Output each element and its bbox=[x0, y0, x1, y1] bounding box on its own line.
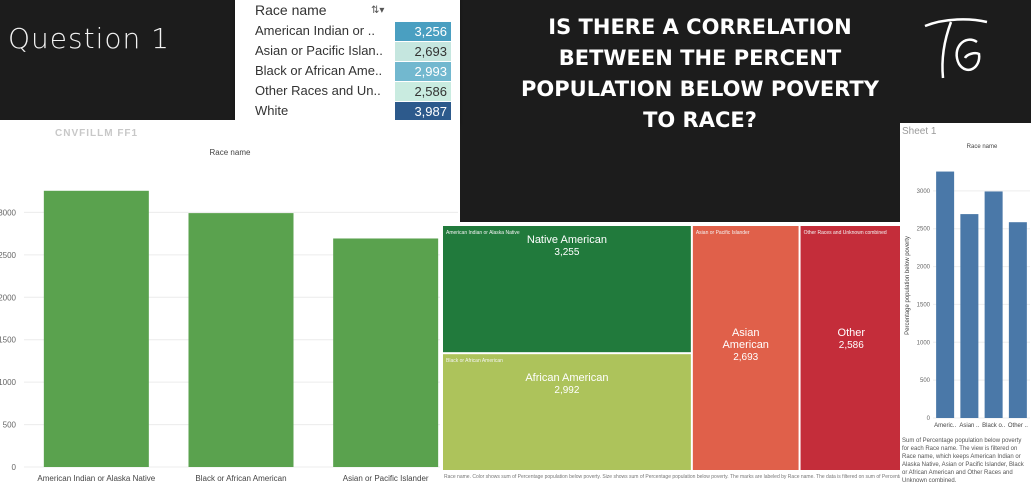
table-row: Asian or Pacific Islan.. 2,693 bbox=[253, 42, 451, 61]
y-tick-label: 1500 bbox=[0, 336, 17, 345]
bar[interactable] bbox=[936, 171, 955, 418]
x-tick-label: Asian or Pacific Islander bbox=[343, 474, 429, 483]
treemap-tile[interactable] bbox=[443, 354, 691, 470]
summary-table: Race name ⇅▾ American Indian or .. 3,256 A… bbox=[235, 0, 460, 130]
treemap-group-label: American Indian or Alaska Native bbox=[446, 230, 520, 236]
x-tick-label: Asian .. bbox=[959, 423, 979, 429]
right-chart-caption: Sum of Percentage population below pover… bbox=[902, 438, 1024, 484]
treemap-tile-label: American bbox=[722, 339, 768, 351]
x-tick-label: Americ.. bbox=[934, 423, 956, 429]
table-row-value: 3,987 bbox=[395, 102, 451, 121]
chart-subtitle: Race name bbox=[967, 144, 998, 150]
bar[interactable] bbox=[333, 238, 439, 467]
y-tick-label: 3000 bbox=[0, 208, 17, 217]
chart-title: CNVFILLM FF1 bbox=[55, 128, 139, 139]
bar[interactable] bbox=[1008, 222, 1027, 418]
treemap-tile[interactable] bbox=[443, 226, 691, 353]
bar[interactable] bbox=[43, 190, 149, 467]
bar[interactable] bbox=[960, 214, 979, 418]
bar[interactable] bbox=[984, 191, 1003, 418]
y-tick-label: 2500 bbox=[0, 251, 17, 260]
sheet-title: Sheet 1 bbox=[902, 126, 937, 137]
y-tick-label: 0 bbox=[927, 416, 931, 422]
table-row: American Indian or .. 3,256 bbox=[253, 22, 451, 41]
treemap-tile[interactable] bbox=[800, 226, 902, 470]
y-axis-label: Percentage population below poverty bbox=[905, 236, 911, 335]
page-headline: IS THERE A CORRELATION BETWEEN THE PERCE… bbox=[521, 15, 879, 132]
table-row-label: White bbox=[255, 103, 289, 118]
y-tick-label: 1000 bbox=[917, 340, 931, 346]
y-tick-label: 1500 bbox=[917, 302, 931, 308]
treemap-chart: American Indian or Alaska Native Native A… bbox=[440, 222, 905, 485]
table-row-value: 2,586 bbox=[395, 82, 451, 101]
y-tick-label: 0 bbox=[12, 463, 17, 472]
y-tick-label: 2000 bbox=[917, 265, 931, 271]
tg-monogram-logo-icon bbox=[915, 8, 995, 93]
sort-descending-icon[interactable]: ⇅▾ bbox=[371, 5, 385, 16]
y-tick-label: 500 bbox=[3, 421, 17, 430]
table-row-value: 3,256 bbox=[395, 22, 451, 41]
left-bar-chart: CNVFILLM FF1 Race name 0 500 1000 1500 2000 2… bbox=[0, 120, 460, 485]
table-header: Race name bbox=[255, 2, 327, 18]
treemap-group-label: Asian or Pacific Islander bbox=[696, 230, 750, 236]
chart-subtitle: Race name bbox=[209, 148, 251, 157]
x-tick-label: Black or African American bbox=[195, 474, 286, 483]
y-tick-label: 1000 bbox=[0, 378, 17, 387]
question-label: Question 1 bbox=[8, 22, 170, 55]
treemap-group-label: Other Races and Unknown combined bbox=[804, 230, 887, 236]
treemap-tile-value: 2,693 bbox=[733, 352, 758, 363]
treemap-tile-value: 3,255 bbox=[554, 247, 579, 258]
y-tick-label: 500 bbox=[920, 378, 931, 384]
right-bar-chart: Sheet 1 Race name Percentage population b… bbox=[900, 123, 1031, 485]
treemap-caption: Race name. Color shows sum of Percentage… bbox=[444, 474, 904, 480]
table-row-label: American Indian or .. bbox=[255, 23, 375, 38]
table-row: Black or African Ame.. 2,993 bbox=[253, 62, 451, 81]
y-tick-label: 3000 bbox=[917, 189, 931, 195]
y-tick-label: 2500 bbox=[917, 227, 931, 233]
treemap-tile-label: Asian bbox=[732, 327, 760, 339]
table-row: White 3,987 bbox=[253, 102, 451, 121]
table-row-label: Other Races and Un.. bbox=[255, 83, 381, 98]
table-row-value: 2,693 bbox=[395, 42, 451, 61]
treemap-group-label: Black or African American bbox=[446, 358, 503, 364]
table-row: Other Races and Un.. 2,586 bbox=[253, 82, 451, 101]
treemap-tile-label: Other bbox=[838, 327, 866, 339]
y-tick-label: 2000 bbox=[0, 293, 17, 302]
x-tick-label: American Indian or Alaska Native bbox=[37, 474, 155, 483]
treemap-tile-value: 2,992 bbox=[554, 385, 579, 396]
treemap-tile-value: 2,586 bbox=[839, 340, 864, 351]
treemap-tile[interactable] bbox=[692, 226, 799, 470]
x-tick-label: Other .. bbox=[1008, 423, 1028, 429]
treemap-tile-label: Native American bbox=[527, 234, 607, 246]
x-tick-label: Black o.. bbox=[982, 423, 1005, 429]
table-row-label: Asian or Pacific Islan.. bbox=[255, 43, 383, 58]
table-row-value: 2,993 bbox=[395, 62, 451, 81]
table-row-label: Black or African Ame.. bbox=[255, 63, 383, 78]
treemap-tile-label: African American bbox=[525, 372, 608, 384]
bar[interactable] bbox=[188, 213, 294, 467]
